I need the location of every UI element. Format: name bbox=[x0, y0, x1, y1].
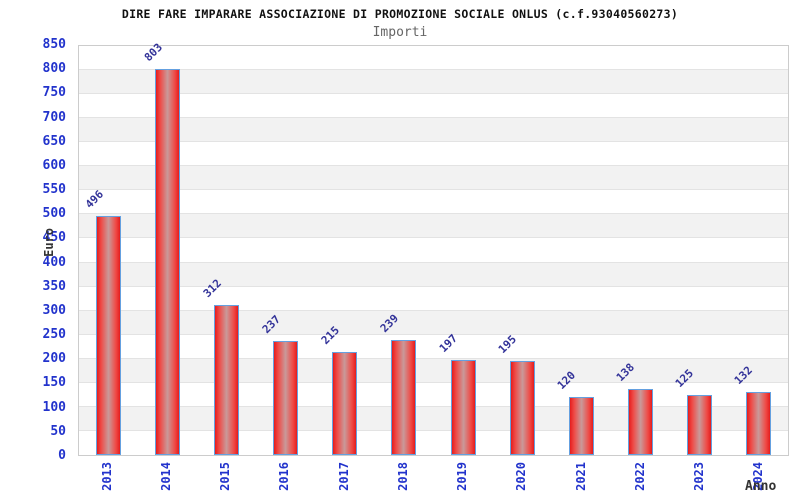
grid-band bbox=[79, 94, 788, 119]
grid-band bbox=[79, 382, 788, 407]
grid-band bbox=[79, 334, 788, 359]
bar bbox=[450, 360, 476, 455]
gridline bbox=[79, 357, 788, 359]
bar bbox=[273, 340, 299, 455]
y-tick-label: 550 bbox=[42, 182, 66, 198]
bar bbox=[214, 304, 240, 455]
grid-band bbox=[79, 310, 788, 335]
bar bbox=[686, 394, 712, 455]
x-tick-label: 2016 bbox=[277, 462, 292, 491]
y-tick-label: 650 bbox=[42, 133, 66, 149]
x-tick-label: 2021 bbox=[573, 462, 588, 491]
y-tick-label: 800 bbox=[42, 61, 66, 77]
x-tick-label: 2019 bbox=[455, 462, 470, 491]
bar bbox=[627, 388, 653, 455]
grid-band bbox=[79, 70, 788, 95]
grid-band bbox=[79, 430, 788, 455]
x-tick-label: 2017 bbox=[336, 462, 351, 491]
y-tick-label: 400 bbox=[42, 254, 66, 270]
grid-band bbox=[79, 262, 788, 287]
bar bbox=[96, 216, 122, 455]
gridline bbox=[79, 285, 788, 287]
gridline bbox=[79, 429, 788, 431]
y-tick-label: 450 bbox=[42, 230, 66, 246]
y-tick-label: 750 bbox=[42, 85, 66, 101]
y-tick-label: 700 bbox=[42, 109, 66, 125]
y-tick-label: 850 bbox=[42, 37, 66, 52]
gridline bbox=[79, 165, 788, 167]
x-tick-label: 2013 bbox=[99, 462, 114, 491]
grid-band bbox=[79, 118, 788, 143]
gridline bbox=[79, 333, 788, 335]
gridline bbox=[79, 405, 788, 407]
y-axis: 0 50 100 150 200 250 300 350 400 450 500 550 600 650 7… bbox=[0, 37, 72, 463]
grid-band bbox=[79, 166, 788, 191]
x-axis: 2013 2014 2015 2016 2017 2018 2019 2020 2021 2022… bbox=[78, 460, 789, 500]
x-tick-label: 2022 bbox=[632, 462, 647, 491]
gridline bbox=[79, 237, 788, 239]
gridline bbox=[79, 213, 788, 215]
y-tick-label: 150 bbox=[42, 375, 66, 391]
grid-band bbox=[79, 142, 788, 167]
y-tick-label: 350 bbox=[42, 278, 66, 294]
grid-band bbox=[79, 214, 788, 239]
gridline bbox=[79, 93, 788, 95]
bar bbox=[332, 351, 358, 455]
x-axis-title: Anno bbox=[745, 479, 777, 494]
chart-subtitle: Importi bbox=[372, 25, 428, 40]
grid-band bbox=[79, 286, 788, 311]
y-tick-label: 100 bbox=[42, 399, 66, 415]
grid-band bbox=[79, 358, 788, 383]
plot-area: 496 803 312 237 215 239 197 195 120 138 125 132 bbox=[78, 40, 789, 456]
grid-band bbox=[79, 46, 788, 71]
grid-band bbox=[79, 238, 788, 263]
y-tick-label: 300 bbox=[42, 302, 66, 318]
grid-band bbox=[79, 406, 788, 431]
bar bbox=[391, 340, 417, 455]
chart-title: DIRE FARE IMPARARE ASSOCIAZIONE DI PROMO… bbox=[121, 7, 679, 21]
x-tick-label: 2018 bbox=[395, 462, 410, 491]
grid-band bbox=[79, 190, 788, 215]
x-tick-label: 2023 bbox=[692, 462, 707, 491]
bar bbox=[745, 391, 771, 455]
gridline bbox=[79, 309, 788, 311]
gridline bbox=[79, 69, 788, 71]
bar bbox=[155, 68, 181, 455]
y-tick-label: 200 bbox=[42, 351, 66, 367]
bar bbox=[568, 397, 594, 455]
gridline bbox=[79, 381, 788, 383]
gridline bbox=[79, 117, 788, 119]
x-tick-label: 2014 bbox=[158, 462, 173, 491]
y-tick-label: 250 bbox=[42, 327, 66, 343]
y-tick-label: 500 bbox=[42, 206, 66, 222]
y-axis-title: Euro bbox=[42, 228, 56, 257]
x-tick-label: 2015 bbox=[218, 462, 233, 491]
gridline bbox=[79, 141, 788, 143]
x-tick-label: 2020 bbox=[514, 462, 529, 491]
gridline bbox=[79, 189, 788, 191]
y-tick-label: 0 bbox=[58, 448, 66, 463]
y-tick-label: 50 bbox=[50, 423, 66, 439]
gridline bbox=[79, 261, 788, 263]
y-tick-label: 600 bbox=[42, 157, 66, 173]
bar bbox=[509, 361, 535, 455]
